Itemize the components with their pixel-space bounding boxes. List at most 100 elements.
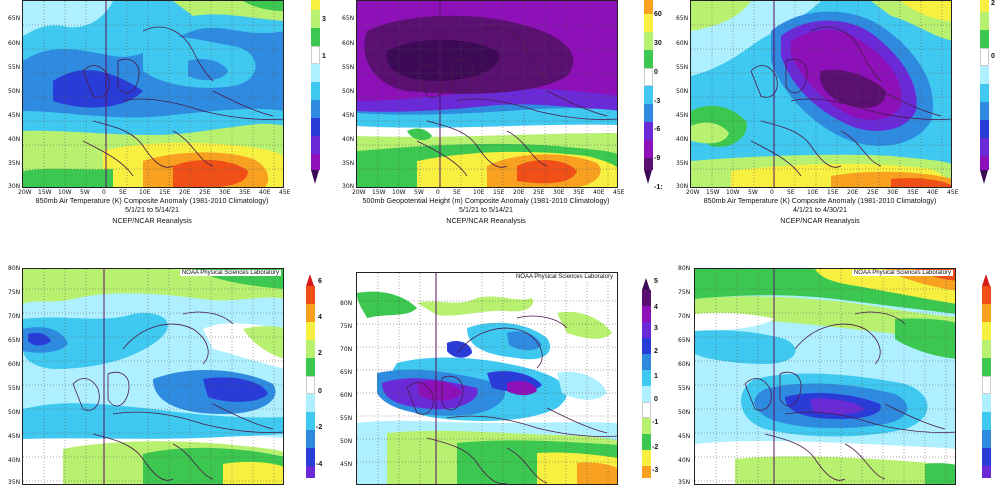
lat-label: 75N bbox=[8, 289, 21, 296]
lat-label: 80N bbox=[678, 265, 691, 272]
lon-label: 30E bbox=[219, 189, 231, 196]
lon-label: 10W bbox=[726, 189, 740, 196]
colorbar-label: 60 bbox=[654, 11, 662, 18]
lat-label: 55N bbox=[678, 385, 691, 392]
lat-label: 50N bbox=[8, 88, 21, 95]
lon-label: 0 bbox=[436, 189, 440, 196]
lat-label: 80N bbox=[8, 265, 21, 272]
lat-label: 40N bbox=[8, 136, 21, 143]
lat-label: 75N bbox=[678, 289, 691, 296]
colorbar-label: -6 bbox=[654, 126, 661, 133]
lon-label: 5E bbox=[453, 189, 461, 196]
lon-label: 25E bbox=[199, 189, 211, 196]
lat-label: 30N bbox=[8, 183, 21, 190]
caption-source: NCEP/NCAR Reanalysis bbox=[112, 216, 192, 225]
lat-label: 45N bbox=[676, 112, 689, 119]
lon-label: 40E bbox=[927, 189, 939, 196]
credit-label: NOAA Physical Sciences Laboratory bbox=[179, 270, 281, 276]
lat-label: 45N bbox=[342, 112, 355, 119]
colorbar-label: 1 bbox=[654, 373, 658, 380]
colorbar-label: 0 bbox=[991, 53, 995, 60]
lon-label: 20E bbox=[179, 189, 191, 196]
caption-dates: 5/1/21 to 5/14/21 bbox=[459, 204, 513, 214]
colorbar-label: 6 bbox=[318, 278, 322, 285]
lat-label: 50N bbox=[8, 409, 21, 416]
lon-label: 0 bbox=[770, 189, 774, 196]
map-p1 bbox=[22, 0, 284, 188]
colorbar-label: -2 bbox=[316, 424, 323, 431]
colorbar-p4 bbox=[306, 274, 315, 484]
lat-label: 65N bbox=[342, 15, 355, 22]
lon-label: 5W bbox=[80, 189, 90, 196]
lat-label: 45N bbox=[8, 112, 21, 119]
map-p3 bbox=[690, 0, 952, 188]
lat-label: 40N bbox=[342, 136, 355, 143]
lon-label: 20E bbox=[847, 189, 859, 196]
lat-label: 65N bbox=[340, 369, 353, 376]
colorbar-label: 5 bbox=[654, 278, 658, 285]
credit-label: NOAA Physical Sciences Laboratory bbox=[513, 274, 615, 280]
map-p2 bbox=[356, 0, 618, 188]
lon-label: 20W bbox=[686, 189, 700, 196]
lon-label: 35E bbox=[239, 189, 251, 196]
panel-p3: 65N 60N 55N 50N 45N 40N 35N 30N bbox=[668, 0, 1000, 230]
caption-dates: 4/1/21 to 4/30/21 bbox=[793, 204, 847, 214]
caption-title: 850mb Air Temperature (K) Composite Anom… bbox=[35, 196, 269, 205]
lon-label: 10W bbox=[58, 189, 72, 196]
colorbar-label: -1: bbox=[654, 184, 663, 191]
lon-label: 5E bbox=[787, 189, 795, 196]
lat-label: 65N bbox=[8, 15, 21, 22]
lat-label: 55N bbox=[340, 415, 353, 422]
lat-label: 70N bbox=[340, 346, 353, 353]
colorbar-p5 bbox=[642, 278, 651, 486]
lon-label: 5W bbox=[414, 189, 424, 196]
colorbar-label: -1 bbox=[652, 419, 659, 426]
lat-label: 35N bbox=[8, 479, 21, 486]
colorbar-label: 2 bbox=[991, 0, 995, 7]
lat-label: 65N bbox=[678, 337, 691, 344]
panel-p2: 65N 60N 55N 50N 45N 40N 35N 30N bbox=[334, 0, 666, 230]
lon-label: 20W bbox=[352, 189, 366, 196]
lon-label: 35E bbox=[573, 189, 585, 196]
colorbar-label: 0 bbox=[318, 388, 322, 395]
lon-label: 15E bbox=[493, 189, 505, 196]
lat-label: 40N bbox=[8, 457, 21, 464]
colorbar-label: -3 bbox=[654, 98, 661, 105]
colorbar-label: 3 bbox=[654, 325, 658, 332]
map-p5: NOAA Physical Sciences Laboratory bbox=[356, 272, 618, 485]
lat-label: 55N bbox=[8, 64, 21, 71]
lat-label: 55N bbox=[342, 64, 355, 71]
colorbar-label: 1 bbox=[322, 53, 326, 60]
colorbar-label: 30 bbox=[654, 40, 662, 47]
lon-label: 40E bbox=[259, 189, 271, 196]
lat-label: 35N bbox=[676, 160, 689, 167]
lat-label: 60N bbox=[676, 40, 689, 47]
colorbar-p3 bbox=[980, 0, 989, 200]
lat-label: 70N bbox=[8, 313, 21, 320]
lat-label: 55N bbox=[8, 385, 21, 392]
lat-label: 45N bbox=[8, 433, 21, 440]
lon-label: 5W bbox=[748, 189, 758, 196]
caption-dates: 5/1/21 to 5/14/21 bbox=[125, 204, 179, 214]
lon-label: 30E bbox=[887, 189, 899, 196]
panel-p5: 80N 75N 70N 65N 60N 55N 50N 45N bbox=[334, 262, 664, 485]
lon-labels-p3: 20W 15W 10W 5W 0 5E 10E 15E 20E 25E 30E … bbox=[686, 189, 966, 197]
lat-label: 65N bbox=[8, 337, 21, 344]
colorbar-p6 bbox=[982, 274, 991, 484]
lon-label: 20W bbox=[18, 189, 32, 196]
lon-label: 10E bbox=[807, 189, 819, 196]
lon-label: 45E bbox=[947, 189, 959, 196]
map-p4: NOAA Physical Sciences Laboratory bbox=[22, 268, 284, 485]
lon-label: 45E bbox=[613, 189, 625, 196]
colorbar-label: 4 bbox=[654, 304, 658, 311]
lat-label: 70N bbox=[678, 313, 691, 320]
colorbar-label: -9 bbox=[654, 155, 661, 162]
lon-label: 35E bbox=[907, 189, 919, 196]
lon-label: 15W bbox=[372, 189, 386, 196]
lat-label: 65N bbox=[676, 15, 689, 22]
lon-labels-p2: 20W 15W 10W 5W 0 5E 10E 15E 20E 25E 30E … bbox=[352, 189, 632, 197]
lat-label: 50N bbox=[342, 88, 355, 95]
lon-label: 20E bbox=[513, 189, 525, 196]
lat-label: 50N bbox=[340, 438, 353, 445]
colorbar-label: 0 bbox=[654, 69, 658, 76]
